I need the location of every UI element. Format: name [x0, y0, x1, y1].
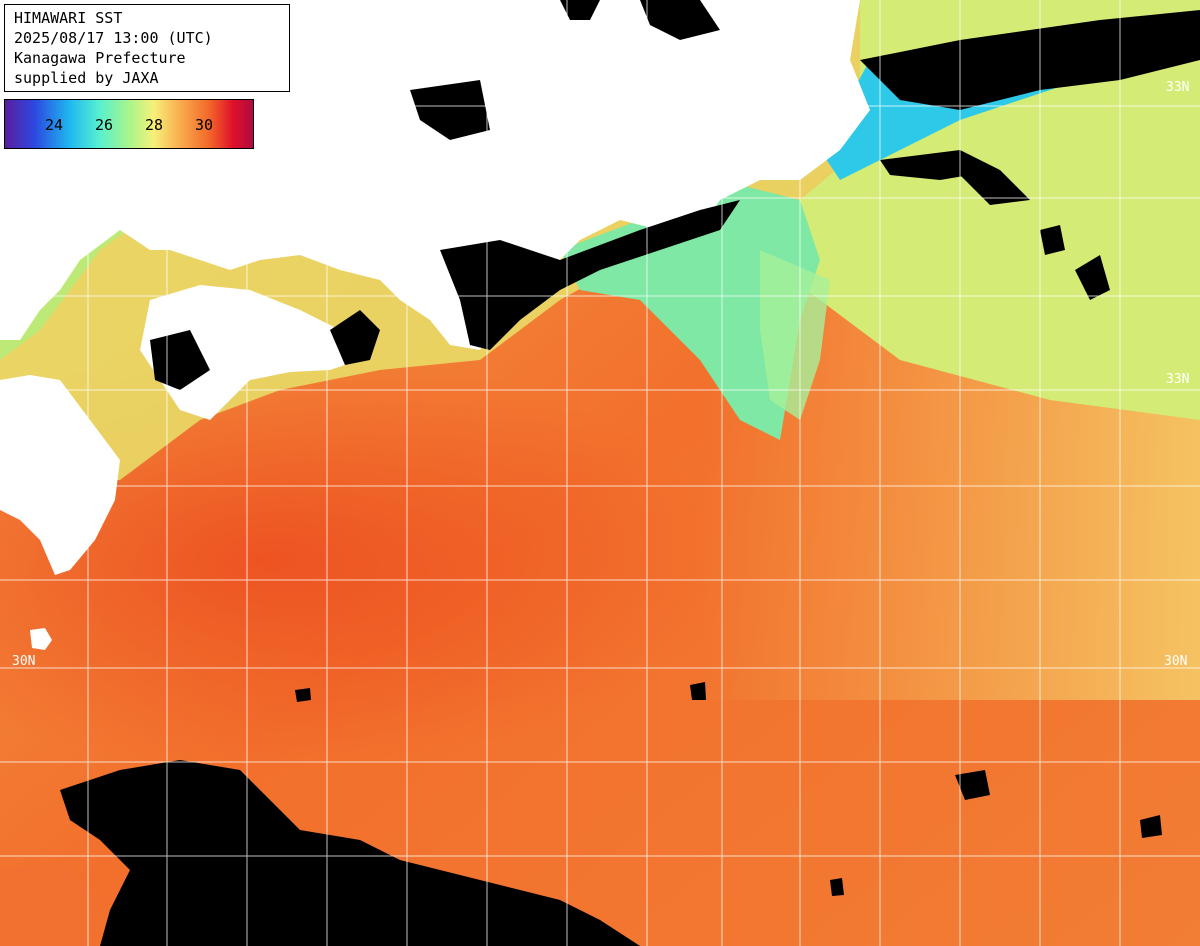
coast-mask-4: [960, 170, 1030, 205]
cloud-speck-2: [690, 682, 706, 700]
lat-label-bottom-left: 30N: [12, 654, 36, 669]
data-credit: supplied by JAXA: [14, 69, 159, 87]
product-title: HIMAWARI SST: [14, 9, 123, 27]
shikoku-land: [140, 285, 360, 420]
timestamp: 2025/08/17 13:00 (UTC): [14, 29, 213, 47]
info-box: HIMAWARI SST 2025/08/17 13:00 (UTC) Kana…: [4, 4, 290, 92]
colorbar-tick-28: 28: [145, 116, 164, 134]
kyushu-land: [0, 375, 120, 575]
coast-mask-7: [1075, 255, 1110, 300]
cloud-speck-4: [1140, 815, 1162, 838]
coast-mask-1: [440, 200, 740, 350]
south-cloud-mask: [60, 760, 640, 946]
colorbar-tick-30: 30: [195, 116, 214, 134]
region-name: Kanagawa Prefecture: [14, 49, 186, 67]
coast-mask-8: [1040, 225, 1065, 255]
cloud-speck-1: [955, 770, 990, 800]
coast-mask-10: [560, 0, 600, 20]
lat-label-mid-right: 33N: [1166, 372, 1190, 387]
colorbar-tick-26: 26: [95, 116, 114, 134]
island-small: [30, 628, 52, 650]
colorbar-tick-24: 24: [45, 116, 64, 134]
coast-mask-2: [860, 10, 1200, 110]
green-plume-edge: [760, 250, 830, 420]
coast-mask-5: [150, 330, 210, 390]
temperature-colorbar: 24 26 28 30: [4, 99, 254, 149]
lat-label-bottom-right: 30N: [1164, 654, 1188, 669]
lat-label-top-right: 33N: [1166, 80, 1190, 95]
coast-mask-3: [880, 150, 1000, 180]
cloud-speck-5: [830, 878, 844, 896]
coast-mask-6: [330, 310, 380, 365]
coast-mask-11: [410, 80, 490, 140]
coast-mask-9: [640, 0, 720, 40]
cloud-speck-3: [295, 688, 311, 702]
south-warm-patch: [0, 860, 100, 946]
